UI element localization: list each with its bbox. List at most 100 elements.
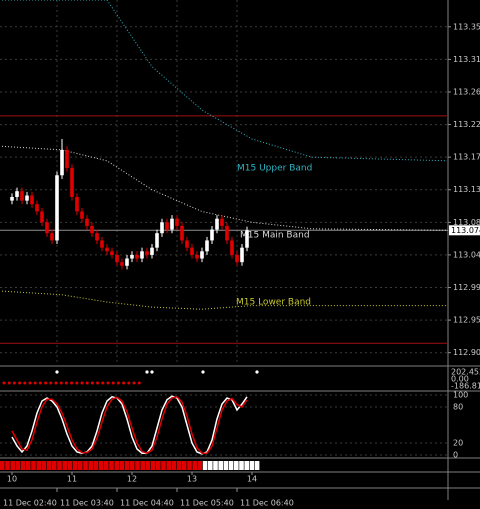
candle-body [195,254,199,259]
candle-body [90,225,94,234]
last-price-label: 113.074 [451,226,480,235]
signal-dot [70,381,74,385]
signal-dot [80,381,84,385]
y-tick-label: 0 [453,451,458,460]
y-tick-label: 113.265 [453,87,480,96]
candle-body [10,196,14,201]
strip-cell [140,461,145,470]
candle-body [50,233,54,241]
strip-cell [234,461,239,470]
indicator-label: 202.452 [451,368,480,377]
candle-body [105,247,109,252]
signal-dot [55,370,59,374]
candle-body [60,149,64,176]
strip-cell [244,461,249,470]
candle-body [220,218,224,226]
candle-body [145,251,149,255]
signal-dot [38,381,42,385]
x-tick-label: 11 [67,475,77,484]
strip-cell [98,461,104,470]
candle-body [200,251,204,259]
signal-dot [127,381,131,385]
signal-dot [137,381,141,385]
strip-cell [145,461,151,470]
y-tick-label: 80 [453,403,463,412]
signal-dot [75,381,79,385]
strip-cell [83,461,88,470]
strip-cell [20,461,26,470]
candle-body [225,225,229,241]
candle-body [55,175,59,241]
strip-cell [171,461,177,470]
strip-cell [93,461,99,470]
candle-body [20,191,24,201]
signal-dot [111,381,115,385]
candle-body [120,262,124,266]
y-tick-label: 113.175 [453,153,480,162]
candle-body [175,218,179,226]
strip-cell [41,461,47,470]
x-tick-label: 13 [187,475,197,484]
candle-body [65,149,69,169]
strip-cell [166,461,171,470]
strip-cell [202,461,208,470]
candle-body [25,195,29,201]
candle-body [45,222,49,234]
strip-cell [15,461,21,470]
x-tick-label: 12 [127,475,137,484]
strip-cell [218,461,223,470]
signal-dot [90,381,94,385]
candle-body [160,222,164,234]
signal-dot [106,381,110,385]
candle-body [210,229,214,241]
signal-dot [59,381,63,385]
strip-cell [197,461,203,470]
signal-dot [18,381,22,385]
y-tick-label: 113.04 [453,250,480,259]
signal-dot [101,381,105,385]
signal-dot [132,381,136,385]
signal-dot [116,381,120,385]
strip-cell [26,461,31,470]
signal-dot [64,381,68,385]
signal-dot [33,381,37,385]
x-tick-label: 11 Dec 04:40 [120,499,174,508]
band-line [1,145,448,231]
candle-body [95,233,99,241]
strip-cell [36,461,41,470]
candle-body [230,240,234,255]
candle-body [135,254,139,259]
candle-body [140,251,144,259]
strip-cell [88,461,93,470]
y-tick-label: 112.995 [453,283,480,292]
strip-cell [213,461,218,470]
strip-cell [249,461,255,470]
x-tick-label: 11 Dec 05:40 [180,499,234,508]
strip-cell [176,461,182,470]
candle-body [15,191,19,197]
strip-cell [31,461,36,470]
strip-cell [104,461,109,470]
x-tick-label: 11 Dec 06:40 [240,499,294,508]
x-tick-label: 11 Dec 03:40 [60,499,114,508]
strip-cell [67,461,73,470]
strip-cell [192,461,197,470]
signal-dot [145,370,149,374]
strip-cell [150,461,156,470]
strip-cell [135,461,140,470]
signal-dot [44,381,48,385]
y-tick-label: 112.905 [453,348,480,357]
strip-cell [124,461,130,470]
candle-body [165,222,169,230]
strip-cell [156,461,161,470]
strip-cell [254,461,260,470]
x-tick-label: 11 Dec 02:40 [3,499,57,508]
y-tick-label: 113.355 [453,22,480,31]
signal-dot [255,370,259,374]
band-label: M15 Lower Band [236,298,311,308]
y-tick-label: 113.085 [453,218,480,227]
strip-cell [228,461,234,470]
candle-body [205,240,209,252]
y-tick-label: 112.95 [453,316,480,325]
